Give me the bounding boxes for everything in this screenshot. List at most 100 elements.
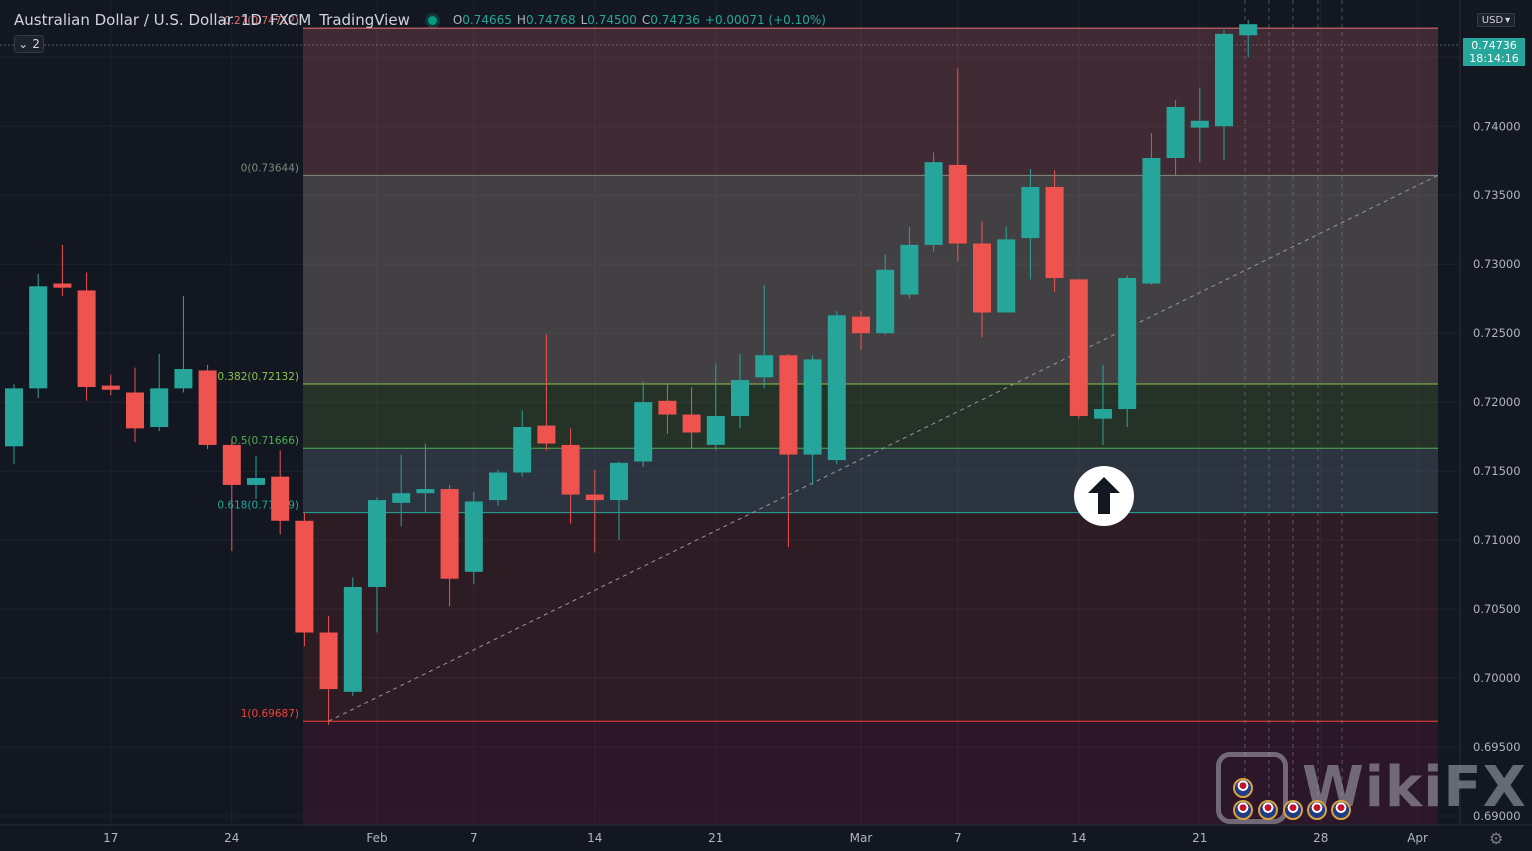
candle[interactable] [319,615,338,725]
candle[interactable] [5,384,23,465]
au-flag-icon[interactable] [1331,800,1351,820]
candle-body[interactable] [29,286,48,389]
candle[interactable] [827,311,846,465]
candle-body[interactable] [440,489,459,579]
candle-body[interactable] [731,380,749,416]
candle[interactable] [973,221,991,338]
candle[interactable] [948,68,967,262]
candle-body[interactable] [852,316,870,334]
candle[interactable] [924,152,943,252]
candle-body[interactable] [827,315,846,461]
candle-body[interactable] [513,426,532,473]
candle-body[interactable] [222,444,241,485]
candle-body[interactable] [150,388,169,427]
candle-body[interactable] [271,476,290,521]
candle-body[interactable] [755,355,774,378]
candle[interactable] [1215,29,1233,160]
candle[interactable] [77,272,96,401]
candle-body[interactable] [1094,409,1112,419]
candle[interactable] [513,410,532,477]
candle-body[interactable] [126,392,144,429]
candle[interactable] [1021,169,1040,280]
us-flag-icon[interactable] [1307,800,1327,820]
candle[interactable] [585,469,604,553]
candle[interactable] [634,381,653,467]
candle[interactable] [1142,133,1161,285]
candle[interactable] [392,454,411,527]
candle-body[interactable] [561,444,580,495]
candle-body[interactable] [77,290,96,387]
candle[interactable] [464,491,483,585]
candle-body[interactable] [464,501,483,572]
candle[interactable] [174,295,193,393]
candles[interactable] [5,20,1258,725]
candle[interactable] [610,461,628,541]
candle[interactable] [489,469,507,506]
candle-body[interactable] [900,244,919,295]
fibonacci-retracement[interactable]: -0.27(0.74712) 0(0.73644) 0.382(0.72132) 0.… [217,15,1438,825]
candle[interactable] [1190,87,1209,163]
candle-body[interactable] [1021,186,1040,239]
au-flag-icon[interactable] [1233,800,1253,820]
candle[interactable] [126,367,144,443]
gear-icon[interactable]: ⚙ [1489,829,1504,848]
candle[interactable] [876,254,895,335]
candle[interactable] [29,273,48,399]
candle-body[interactable] [876,269,895,334]
candle[interactable] [658,382,677,434]
candle[interactable] [222,439,241,552]
currency-button[interactable]: USD ▾ [1477,13,1515,27]
candle[interactable] [1094,364,1112,445]
candle[interactable] [1118,275,1137,427]
candle[interactable] [416,443,435,513]
candle-body[interactable] [53,283,72,288]
candle-body[interactable] [682,414,701,433]
candle-body[interactable] [247,478,265,485]
candle[interactable] [53,244,72,296]
candle[interactable] [852,311,870,350]
candle-body[interactable] [634,402,653,462]
candle-body[interactable] [319,632,338,690]
time-axis[interactable] [0,825,1532,851]
candle-body[interactable] [1069,279,1088,416]
candle-body[interactable] [1239,24,1258,36]
candle[interactable] [1069,279,1088,419]
candle-body[interactable] [101,385,120,390]
candle-body[interactable] [343,586,362,692]
candle-body[interactable] [416,489,435,494]
candle-body[interactable] [948,164,967,244]
candle[interactable] [803,355,822,485]
candle[interactable] [537,334,556,451]
us-flag-icon[interactable] [1258,800,1278,820]
candle-body[interactable] [803,359,822,455]
symbol-name[interactable]: Australian Dollar / U.S. Dollar [14,11,233,29]
candle-body[interactable] [295,520,314,633]
candle-body[interactable] [5,388,23,447]
candle[interactable] [779,353,798,547]
candle-body[interactable] [658,400,677,415]
candle-body[interactable] [1166,106,1185,159]
candle-body[interactable] [706,415,725,445]
candle-body[interactable] [1190,120,1209,128]
candle-body[interactable] [1118,278,1137,410]
candle-body[interactable] [392,493,411,503]
candle-body[interactable] [198,370,217,445]
candle-body[interactable] [585,494,604,501]
candle-body[interactable] [537,425,556,444]
candle[interactable] [368,497,386,633]
candle[interactable] [271,450,290,535]
candle-body[interactable] [924,162,943,245]
candle-body[interactable] [1142,158,1161,284]
candle-body[interactable] [973,243,991,313]
candle[interactable] [150,353,169,432]
collapse-indicators-button[interactable]: ⌄ 2 [14,35,44,53]
candle[interactable] [755,284,774,389]
price-axis[interactable] [1460,0,1532,851]
candle[interactable] [1045,170,1064,292]
candle-body[interactable] [368,500,386,587]
candle[interactable] [997,226,1016,313]
candle[interactable] [900,226,919,299]
candle[interactable] [1239,20,1258,58]
